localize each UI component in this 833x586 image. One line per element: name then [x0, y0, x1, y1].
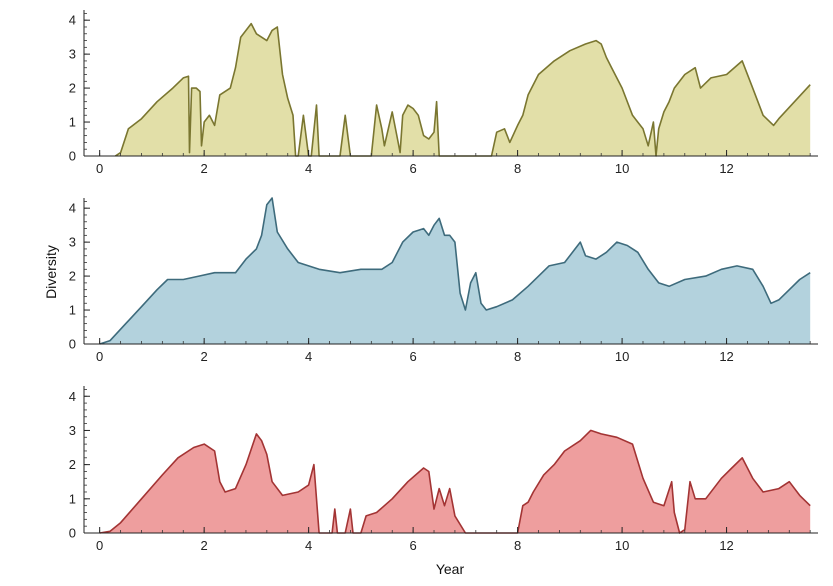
y-tick-label: 4 [69, 13, 76, 28]
y-tick-label: 4 [69, 201, 76, 216]
x-tick-label: 12 [719, 538, 733, 553]
x-tick-label: 4 [305, 538, 312, 553]
x-tick-label: 0 [96, 349, 103, 364]
y-tick-label: 1 [69, 491, 76, 506]
y-tick-label: 2 [69, 457, 76, 472]
x-tick-label: 8 [514, 161, 521, 176]
x-tick-label: 0 [96, 538, 103, 553]
x-axis-title: Year [436, 561, 465, 577]
x-tick-label: 10 [615, 161, 629, 176]
y-tick-label: 0 [69, 337, 76, 352]
y-tick-label: 3 [69, 47, 76, 62]
x-tick-label: 10 [615, 538, 629, 553]
area-fill [99, 198, 811, 344]
x-tick-label: 6 [410, 538, 417, 553]
area-fill [99, 430, 811, 533]
x-tick-label: 4 [305, 349, 312, 364]
series-line [99, 197, 811, 345]
y-tick-label: 1 [69, 303, 76, 318]
y-tick-label: 0 [69, 149, 76, 164]
area-fill [115, 23, 811, 156]
x-tick-label: 10 [615, 349, 629, 364]
y-tick-label: 3 [69, 423, 76, 438]
y-tick-label: 3 [69, 235, 76, 250]
x-tick-label: 6 [410, 161, 417, 176]
x-tick-label: 2 [201, 349, 208, 364]
x-tick-label: 12 [719, 161, 733, 176]
x-tick-label: 8 [514, 538, 521, 553]
x-tick-label: 0 [96, 161, 103, 176]
x-tick-label: 4 [305, 161, 312, 176]
y-tick-label: 4 [69, 389, 76, 404]
y-tick-label: 2 [69, 81, 76, 96]
x-tick-label: 2 [201, 161, 208, 176]
y-tick-label: 0 [69, 526, 76, 541]
x-tick-label: 6 [410, 349, 417, 364]
series-line [114, 22, 811, 157]
x-tick-label: 8 [514, 349, 521, 364]
x-tick-label: 12 [719, 349, 733, 364]
series-line [99, 429, 811, 534]
y-axis-title: Diversity [43, 245, 59, 299]
y-tick-label: 2 [69, 269, 76, 284]
y-tick-label: 1 [69, 115, 76, 130]
x-tick-label: 2 [201, 538, 208, 553]
